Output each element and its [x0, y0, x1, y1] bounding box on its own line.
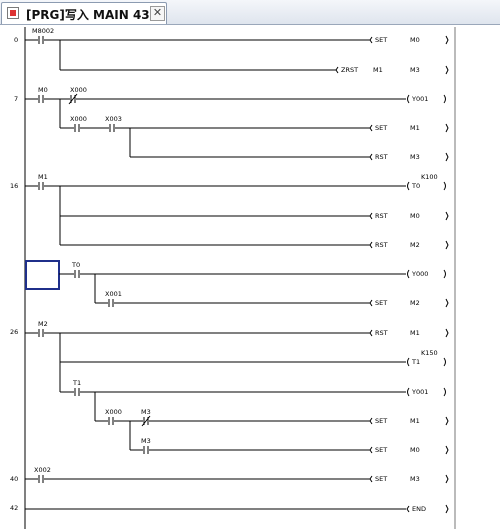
contact-m0[interactable] [38, 95, 44, 103]
coil-y000[interactable]: Y000 [407, 269, 446, 279]
contact-t1[interactable] [74, 388, 80, 396]
contact-m2[interactable] [38, 329, 44, 337]
coil-y001[interactable]: Y001 [407, 94, 446, 104]
svg-text:X003: X003 [105, 115, 122, 123]
svg-text:X000: X000 [70, 115, 87, 123]
rung-40: X002 SET M3 [25, 466, 449, 484]
step-number: 26 [10, 328, 18, 336]
coil-set-m3[interactable]: SET M3 [369, 474, 449, 484]
instruction-zrst[interactable]: ZRST M1 M3 [335, 65, 449, 75]
svg-text:M3: M3 [410, 153, 420, 161]
svg-text:Y001: Y001 [411, 95, 428, 103]
svg-text:M1: M1 [38, 173, 48, 181]
svg-text:SET: SET [375, 299, 387, 307]
program-icon [7, 7, 19, 19]
coil-t0[interactable]: T0 K100 [407, 173, 446, 191]
coil-set-m1-b[interactable]: SET M1 [369, 416, 449, 426]
svg-text:M3: M3 [141, 408, 151, 416]
svg-text:M0: M0 [410, 446, 420, 454]
svg-text:X000: X000 [105, 408, 122, 416]
contact-x000-b[interactable] [108, 417, 114, 425]
contact-x001[interactable] [108, 299, 114, 307]
svg-text:Y000: Y000 [411, 270, 428, 278]
coil-t1[interactable]: T1 K150 [407, 349, 446, 367]
contact-t0[interactable] [74, 270, 80, 278]
svg-text:RST: RST [375, 212, 388, 220]
contact-m8002[interactable] [38, 36, 44, 44]
step-number: 16 [10, 182, 18, 190]
svg-text:SET: SET [375, 124, 387, 132]
coil-set-m0[interactable]: SET M0 [369, 35, 449, 45]
contact-m1[interactable] [38, 182, 44, 190]
svg-text:SET: SET [375, 36, 387, 44]
contact-nc-x000[interactable] [68, 93, 78, 105]
close-icon[interactable]: ✕ [150, 6, 165, 21]
svg-text:RST: RST [375, 153, 388, 161]
coil-rst-m1[interactable]: RST M1 [369, 328, 449, 338]
svg-text:M1: M1 [410, 124, 420, 132]
svg-text:SET: SET [375, 417, 387, 425]
svg-text:T1: T1 [72, 379, 81, 387]
coil-set-m0-b[interactable]: SET M0 [369, 445, 449, 455]
svg-text:M2: M2 [410, 299, 420, 307]
step-number: 42 [10, 504, 18, 512]
ladder-editor[interactable]: 0 7 16 26 40 42 M8002 SET M0 ZRST M1 M3 [0, 25, 500, 529]
edit-cursor[interactable] [25, 260, 60, 290]
svg-text:M1: M1 [410, 417, 420, 425]
svg-text:M0: M0 [38, 86, 48, 94]
coil-set-m1[interactable]: SET M1 [369, 123, 449, 133]
tab-bar: [PRG]写入 MAIN 43步 ✕ [0, 0, 500, 25]
device-label: M8002 [32, 27, 54, 35]
svg-text:SET: SET [375, 475, 387, 483]
coil-rst-m2[interactable]: RST M2 [369, 240, 449, 250]
svg-text:X001: X001 [105, 290, 122, 298]
tab-title: [PRG]写入 MAIN 43步 [26, 8, 162, 22]
contact-m3[interactable] [143, 446, 149, 454]
ladder-diagram: 0 7 16 26 40 42 M8002 SET M0 ZRST M1 M3 [10, 27, 456, 529]
contact-x003[interactable] [109, 124, 115, 132]
rung-0: M8002 SET M0 ZRST M1 M3 [25, 27, 449, 75]
svg-text:K150: K150 [421, 349, 438, 357]
rung-42: END [25, 504, 449, 514]
contact-x002[interactable] [38, 475, 44, 483]
svg-text:M0: M0 [410, 212, 420, 220]
svg-text:M1: M1 [373, 66, 383, 74]
step-number: 0 [14, 36, 18, 44]
svg-text:M2: M2 [38, 320, 48, 328]
coil-set-m2[interactable]: SET M2 [369, 298, 449, 308]
rung-16: M1 T0 K100 RST M0 RST M2 T0 [25, 173, 449, 308]
rung-7: M0 X000 Y001 X000 X003 SET M1 [25, 86, 449, 162]
svg-text:RST: RST [375, 329, 388, 337]
rung-26: M2 RST M1 T1 K150 T1 Y001 [25, 320, 449, 455]
svg-text:M3: M3 [410, 66, 420, 74]
contact-x000[interactable] [74, 124, 80, 132]
svg-text:X002: X002 [34, 466, 51, 474]
svg-text:M2: M2 [410, 241, 420, 249]
end-instruction[interactable]: END [406, 504, 449, 514]
svg-text:T1: T1 [411, 358, 420, 366]
svg-text:T0: T0 [411, 182, 420, 190]
svg-text:SET: SET [375, 446, 387, 454]
svg-text:M3: M3 [141, 437, 151, 445]
contact-nc-m3[interactable] [141, 415, 151, 427]
step-number: 7 [14, 95, 18, 103]
coil-y001-b[interactable]: Y001 [407, 387, 446, 397]
svg-text:T0: T0 [71, 261, 80, 269]
step-number: 40 [10, 475, 18, 483]
coil-rst-m0[interactable]: RST M0 [369, 211, 449, 221]
svg-text:ZRST: ZRST [341, 66, 358, 74]
svg-text:M3: M3 [410, 475, 420, 483]
svg-text:END: END [412, 505, 426, 513]
tab-main-program[interactable]: [PRG]写入 MAIN 43步 ✕ [1, 2, 167, 24]
svg-text:RST: RST [375, 241, 388, 249]
svg-text:Y001: Y001 [411, 388, 428, 396]
svg-text:X000: X000 [70, 86, 87, 94]
svg-text:M0: M0 [410, 36, 420, 44]
svg-text:M1: M1 [410, 329, 420, 337]
coil-rst-m3[interactable]: RST M3 [369, 152, 449, 162]
svg-text:K100: K100 [421, 173, 438, 181]
